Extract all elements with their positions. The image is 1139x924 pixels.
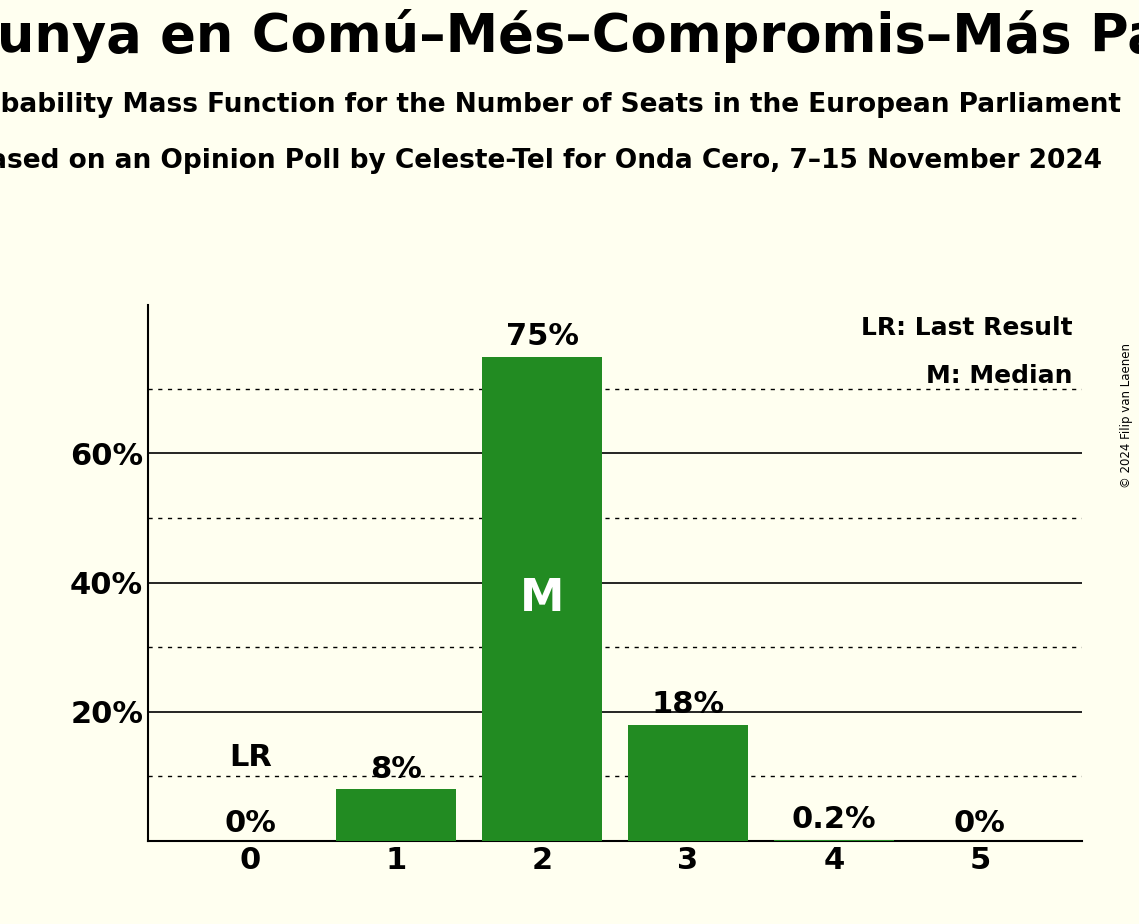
Bar [336,789,456,841]
Text: 75%: 75% [506,322,579,351]
Bar [775,840,894,841]
Text: LR: Last Result: LR: Last Result [861,316,1073,340]
Bar [482,357,601,841]
Text: 0%: 0% [953,808,1006,838]
Text: 0.2%: 0.2% [792,806,876,834]
Text: 0%: 0% [224,808,277,838]
Text: Probability Mass Function for the Number of Seats in the European Parliament: Probability Mass Function for the Number… [0,92,1121,118]
Text: M: Median: M: Median [926,364,1073,388]
Text: LR: LR [229,744,272,772]
Bar [629,724,748,841]
Text: M: M [519,578,564,620]
Text: 8%: 8% [370,755,423,784]
Text: 18%: 18% [652,690,724,720]
Text: ar–Catalunya en Comú–Més–Compromis–Más País–Ch: ar–Catalunya en Comú–Més–Compromis–Más P… [0,9,1139,63]
Text: Based on an Opinion Poll by Celeste-Tel for Onda Cero, 7–15 November 2024: Based on an Opinion Poll by Celeste-Tel … [0,148,1101,174]
Text: © 2024 Filip van Laenen: © 2024 Filip van Laenen [1121,344,1133,488]
